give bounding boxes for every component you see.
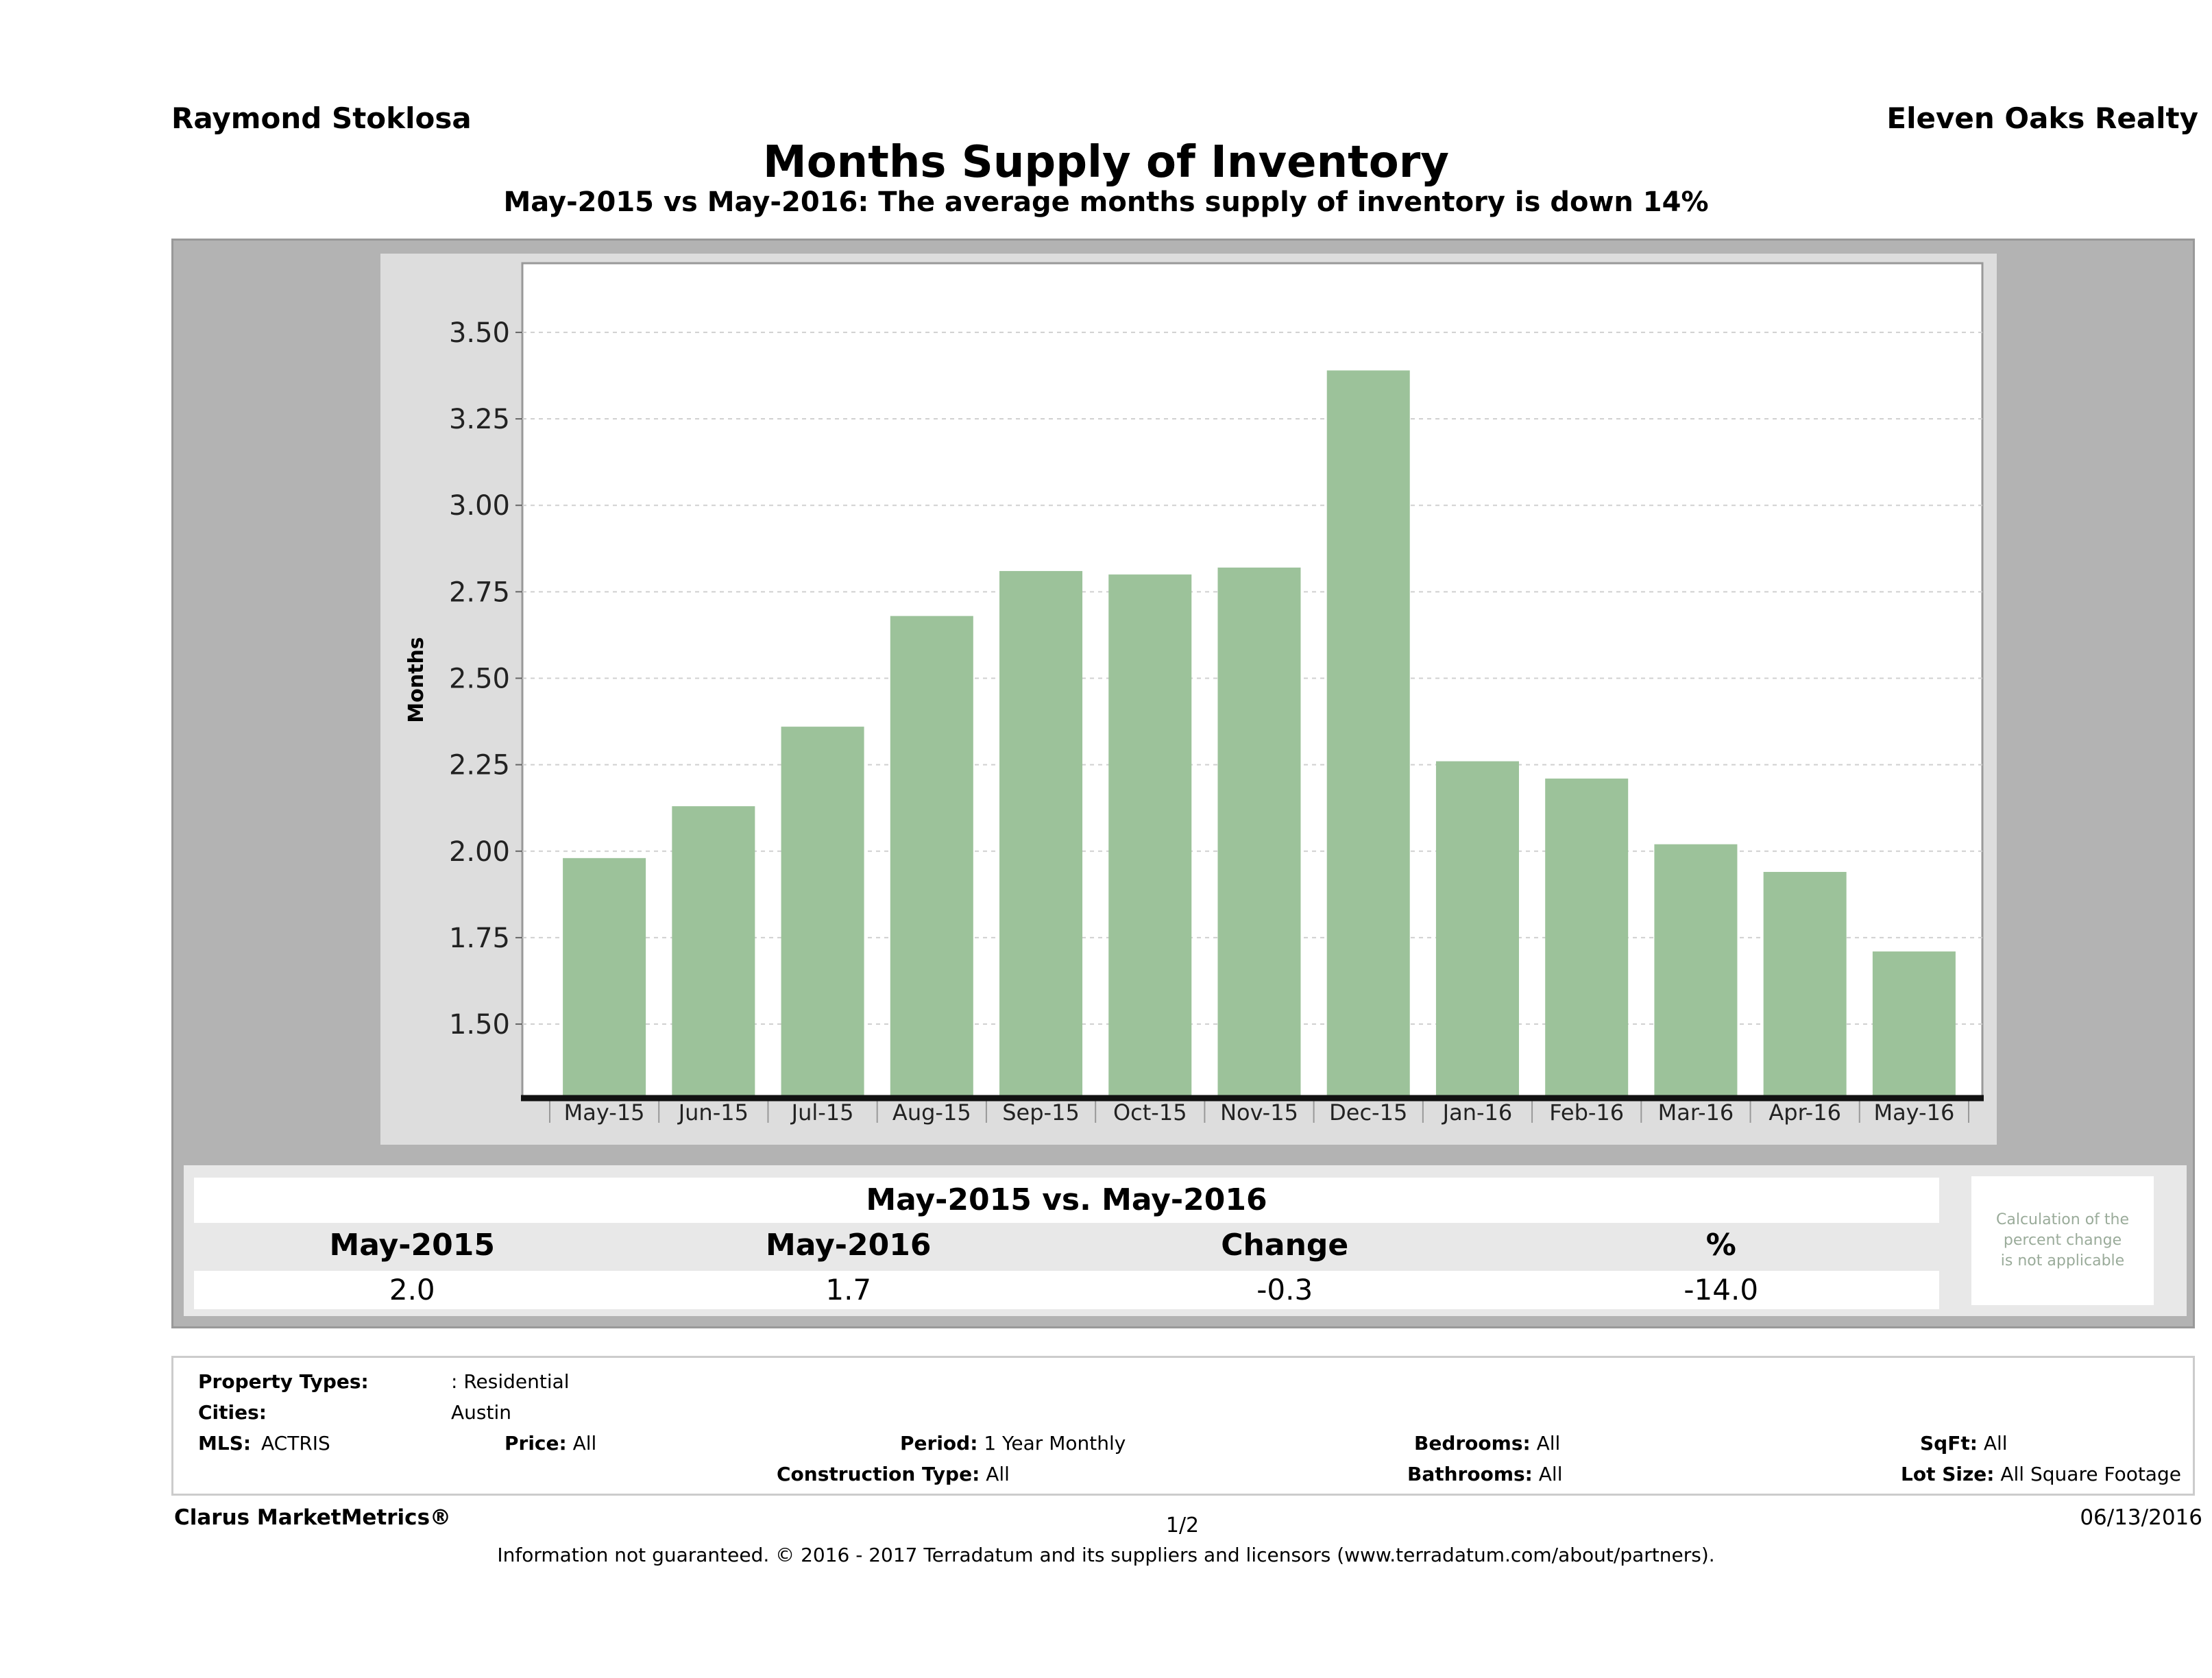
bar [672,806,755,1097]
summary-value-cell: 1.7 [825,1273,872,1306]
summary-header-cell: May-2015 [329,1228,496,1263]
summary-header-row: May-2015 May-2016 Change % [194,1223,1939,1268]
y-tick-label: 2.50 [449,663,510,694]
x-tick-label: Jan-16 [1442,1099,1513,1126]
bathrooms-label: Bathrooms: [1407,1463,1533,1485]
bar [1326,370,1410,1097]
period-value: 1 Year Monthly [984,1432,1126,1455]
summary-value-cell: -0.3 [1256,1273,1313,1306]
y-tick-label: 2.75 [449,576,510,608]
x-tick-label: Jul-15 [790,1099,854,1126]
y-tick-label: 2.00 [449,836,510,868]
y-tick-label: 3.25 [449,404,510,435]
bar [890,616,973,1097]
period-label: Period: [900,1432,978,1455]
summary-header-cell: Change [1221,1228,1349,1263]
y-tick-label: 1.50 [449,1009,510,1041]
bar-chart: 1.50 1.75 2.00 2.25 2.50 2.75 3.00 3.25 3.50 May… [404,262,1984,1126]
report-date: 06/13/2016 [2080,1505,2202,1530]
bar [1435,761,1519,1097]
bar [1763,872,1847,1097]
agent-name: Raymond Stoklosa [171,101,472,135]
property-types-value: : Residential [451,1370,570,1393]
x-tick-label: Jun-15 [677,1099,749,1126]
percent-change-note: Calculation of the percent change is not… [1971,1176,2154,1305]
cities-label: Cities: [198,1401,267,1424]
bar [1217,568,1301,1097]
property-types-label: Property Types: [198,1370,369,1393]
search-criteria: Property Types: : Residential Cities: Au… [171,1356,2195,1496]
y-tick-label: 2.25 [449,750,510,781]
lot-size-value: All Square Footage [2000,1463,2181,1485]
summary-value-cell: -14.0 [1684,1273,1759,1306]
bar [1545,778,1629,1097]
x-tick-label: Aug-15 [892,1099,971,1126]
x-tick-label: Feb-16 [1549,1099,1624,1126]
bar [563,858,646,1097]
note-line: Calculation of the [1995,1211,2130,1228]
summary-value-row: 2.0 1.7 -0.3 -14.0 [194,1271,1939,1309]
bedrooms-value: All [1536,1432,1561,1455]
summary-header-cell: % [1705,1228,1736,1263]
bathrooms-value: All [1538,1463,1563,1485]
y-tick-label: 3.00 [449,490,510,522]
y-tick-label: 3.50 [449,317,510,349]
x-tick-label: May-15 [564,1099,645,1126]
lot-size-label: Lot Size: [1901,1463,1995,1485]
summary-value-cell: 2.0 [389,1273,435,1306]
y-axis-label: Months [404,637,428,722]
construction-type-label: Construction Type: [777,1463,980,1485]
cities-value: Austin [451,1401,511,1424]
construction-type-value: All [986,1463,1010,1485]
bar [1654,844,1738,1097]
sqft-label: SqFt: [1920,1432,1978,1455]
bar [1872,951,1956,1097]
bar [999,571,1083,1097]
x-tick-label: Dec-15 [1329,1099,1407,1126]
disclaimer: Information not guaranteed. © 2016 - 201… [497,1544,1715,1566]
report-subtitle: May-2015 vs May-2016: The average months… [503,186,1709,218]
page-number: 1/2 [1165,1513,1200,1537]
bedrooms-label: Bedrooms: [1414,1432,1531,1455]
price-label: Price: [505,1432,567,1455]
summary-title: May-2015 vs. May-2016 [194,1178,1939,1223]
price-value: All [572,1432,597,1455]
note-line: percent change [2003,1232,2122,1249]
report-title: Months Supply of Inventory [763,137,1449,188]
note-line: is not applicable [2000,1252,2125,1269]
x-tick-label: Mar-16 [1658,1099,1734,1126]
mls-label: MLS: [198,1432,252,1455]
x-tick-label: Apr-16 [1769,1099,1841,1126]
bar [1108,574,1192,1097]
footer-brand: Clarus MarketMetrics® [174,1505,452,1530]
x-tick-label: Sep-15 [1002,1099,1080,1126]
brokerage-name: Eleven Oaks Realty [1886,101,2198,135]
x-tick-label: May-16 [1873,1099,1954,1126]
sqft-value: All [1983,1432,2008,1455]
y-tick-label: 1.75 [449,923,510,954]
summary-header-cell: May-2016 [765,1228,932,1263]
mls-value: ACTRIS [261,1432,330,1455]
x-tick-label: Nov-15 [1220,1099,1298,1126]
bar [781,727,864,1097]
x-tick-label: Oct-15 [1113,1099,1187,1126]
